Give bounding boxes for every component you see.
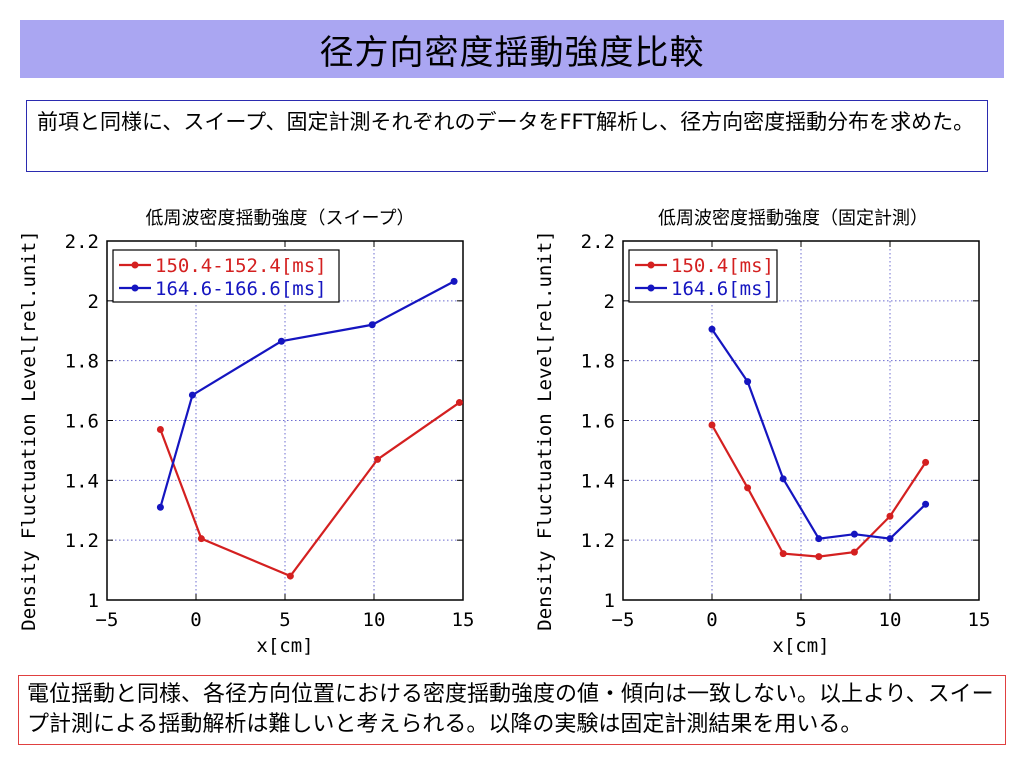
data-point <box>779 550 787 558</box>
data-point <box>850 530 858 538</box>
data-point <box>744 484 752 492</box>
y-tick-label: 1.6 <box>581 411 615 433</box>
legend-label: 164.6-166.6[ms] <box>155 278 327 300</box>
x-tick-label: 0 <box>706 609 717 631</box>
x-tick-label: 0 <box>190 609 201 631</box>
data-point <box>922 458 930 466</box>
y-tick-label: 1.4 <box>581 470 615 492</box>
x-tick-label: −5 <box>96 609 119 631</box>
data-point <box>708 421 716 429</box>
chart-title: 低周波密度揺動強度（固定計測） <box>658 208 928 229</box>
data-point <box>886 512 894 520</box>
chart-1: −5 0 5 10 15 1 1.2 1.4 1.6 1.8 2 2.2 x[cm] Density Fl… <box>18 208 474 657</box>
x-axis-label: x[cm] <box>772 635 829 657</box>
data-point <box>779 475 787 483</box>
data-point <box>450 277 458 285</box>
data-point <box>188 391 196 399</box>
data-point <box>744 378 752 386</box>
y-tick-label: 1.2 <box>65 530 99 552</box>
legend-swatch-marker <box>647 261 655 269</box>
data-point <box>277 337 285 345</box>
data-point <box>368 321 376 329</box>
data-point <box>815 553 823 561</box>
data-point <box>286 572 294 580</box>
data-point <box>374 455 382 463</box>
legend-swatch-marker <box>131 261 139 269</box>
title-bar: 径方向密度揺動強度比較 <box>20 20 1004 78</box>
y-tick-label: 1.6 <box>65 411 99 433</box>
x-axis-label: x[cm] <box>256 635 313 657</box>
x-tick-label: 15 <box>452 609 475 631</box>
x-tick-label: 15 <box>968 609 991 631</box>
y-axis-label: Density Fluctuation Level[rel.unit] <box>18 230 40 630</box>
legend-swatch-marker <box>647 284 655 292</box>
chart-title: 低周波密度揺動強度（スイープ） <box>146 208 415 229</box>
page-title: 径方向密度揺動強度比較 <box>319 32 705 73</box>
legend-box <box>628 249 778 303</box>
data-point <box>455 399 463 407</box>
intro-text-box: 前項と同様に、スイープ、固定計測それぞれのデータをFFT解析し、径方向密度揺動分… <box>26 100 988 172</box>
legend-label: 164.6[ms] <box>671 278 774 300</box>
data-point <box>156 425 164 433</box>
x-tick-label: 5 <box>795 609 806 631</box>
y-tick-label: 1.8 <box>581 351 615 373</box>
y-tick-label: 2.2 <box>581 231 615 253</box>
x-tick-label: 10 <box>363 609 386 631</box>
legend-label: 150.4-152.4[ms] <box>155 255 327 277</box>
data-point <box>850 548 858 556</box>
x-tick-label: 5 <box>279 609 290 631</box>
y-tick-label: 2 <box>88 291 99 313</box>
y-tick-label: 2 <box>604 291 615 313</box>
data-point <box>156 503 164 511</box>
legend-box <box>112 249 340 303</box>
data-point <box>815 535 823 543</box>
y-tick-label: 1.4 <box>65 470 99 492</box>
data-point <box>886 535 894 543</box>
y-tick-label: 1 <box>88 590 99 612</box>
x-tick-label: −5 <box>612 609 635 631</box>
x-tick-label: 10 <box>879 609 902 631</box>
y-tick-label: 1.2 <box>581 530 615 552</box>
data-point <box>708 325 716 333</box>
y-tick-label: 2.2 <box>65 231 99 253</box>
legend-swatch-marker <box>131 284 139 292</box>
chart-2: −5 0 5 10 15 1 1.2 1.4 1.6 1.8 2 2.2 x[cm] Density Fl… <box>534 208 990 657</box>
data-point <box>922 500 930 508</box>
data-point <box>197 535 205 543</box>
y-axis-label: Density Fluctuation Level[rel.unit] <box>534 230 556 630</box>
conclusion-text: 電位揺動と同様、各径方向位置における密度揺動強度の値・傾向は一致しない。以上より… <box>27 682 994 737</box>
legend-label: 150.4[ms] <box>671 255 774 277</box>
y-tick-label: 1.8 <box>65 351 99 373</box>
y-tick-label: 1 <box>604 590 615 612</box>
intro-text: 前項と同様に、スイープ、固定計測それぞれのデータをFFT解析し、径方向密度揺動分… <box>37 110 975 134</box>
conclusion-box: 電位揺動と同様、各径方向位置における密度揺動強度の値・傾向は一致しない。以上より… <box>18 675 1006 745</box>
